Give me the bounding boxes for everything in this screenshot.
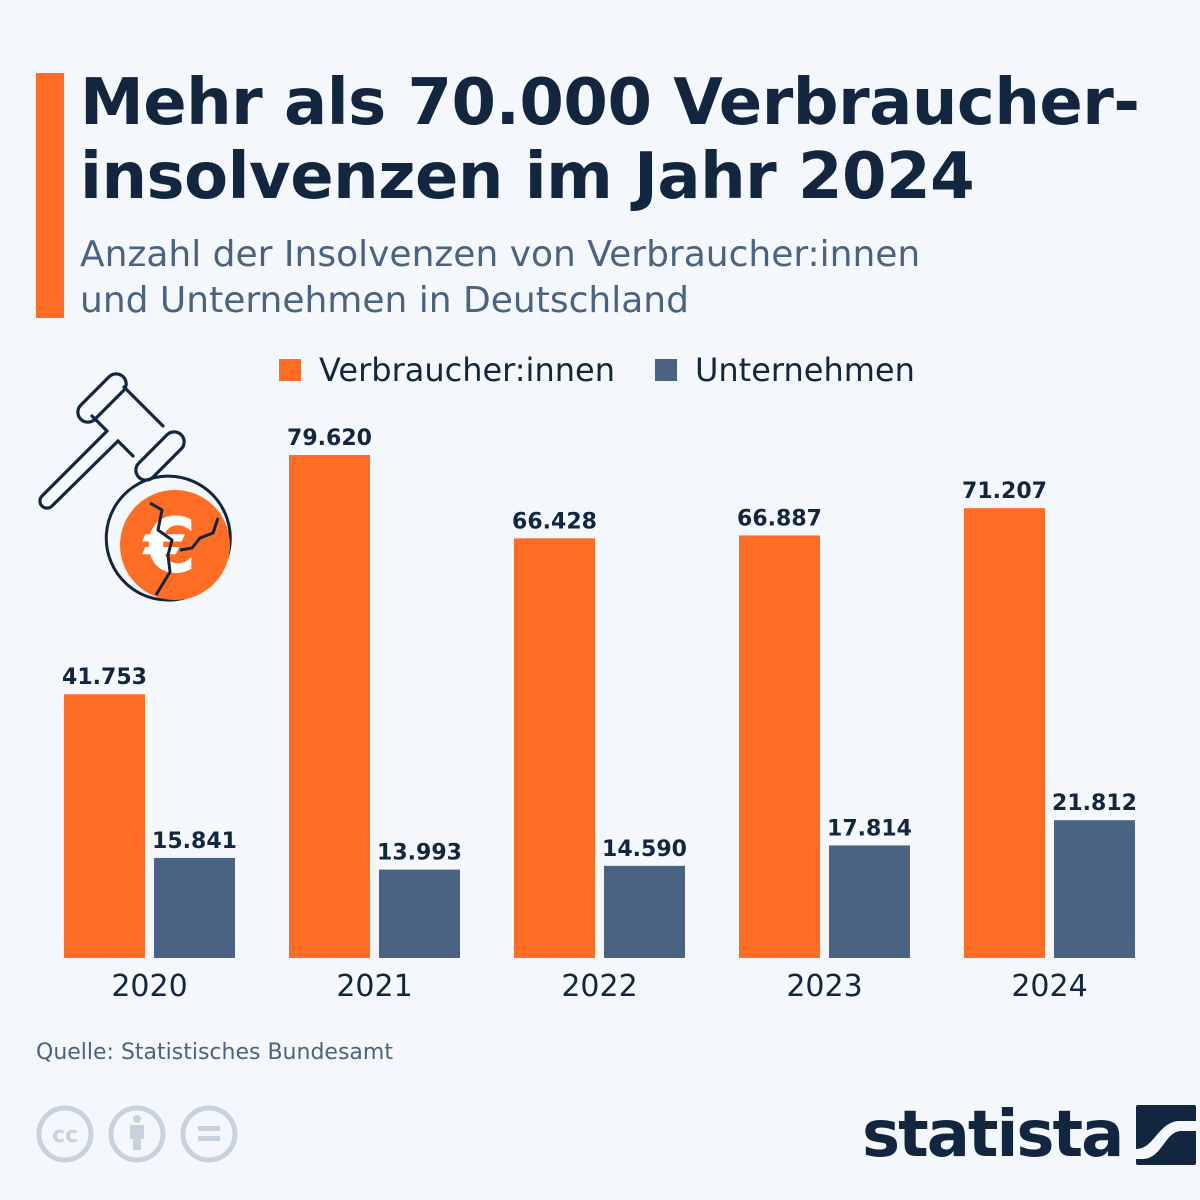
svg-text:cc: cc [52, 1123, 78, 1148]
legend-label-unternehmen: Unternehmen [694, 351, 915, 389]
source-note: Quelle: Statistisches Bundesamt [36, 1040, 393, 1065]
legend-swatch-unternehmen [654, 359, 677, 381]
bar-verbraucher-2021 [289, 455, 370, 958]
x-tick-label-2020: 2020 [111, 969, 187, 1004]
bar-verbraucher-2023 [739, 535, 820, 958]
subtitle-line-2: und Unternehmen in Deutschland [80, 280, 689, 321]
x-tick-label-2022: 2022 [561, 969, 637, 1004]
legend-item-unternehmen: Unternehmen [654, 351, 915, 389]
x-tick-label-2021: 2021 [336, 969, 412, 1004]
bar-unternehmen-2022 [604, 865, 685, 958]
bar-unternehmen-2024 [1054, 820, 1135, 958]
gavel-icon [38, 372, 186, 510]
value-label-verbraucher-2021: 79.620 [287, 426, 372, 451]
bar-verbraucher-2020 [64, 694, 145, 958]
legend-item-verbraucher: Verbraucher:innen [279, 351, 615, 389]
value-label-unternehmen-2020: 15.841 [152, 829, 237, 854]
bar-verbraucher-2024 [964, 508, 1045, 958]
broken-euro-coin-icon: € [104, 474, 232, 602]
x-tick-label-2023: 2023 [786, 969, 862, 1004]
subtitle-line-1: Anzahl der Insolvenzen von Verbraucher:i… [80, 234, 921, 275]
title-line-1: Mehr als 70.000 Verbraucher- [80, 66, 1140, 140]
no-derivatives-icon[interactable] [180, 1105, 238, 1163]
cc-icon[interactable]: cc [36, 1105, 94, 1163]
value-label-unternehmen-2024: 21.812 [1052, 791, 1137, 816]
license-icons: cc [36, 1105, 238, 1163]
value-label-unternehmen-2023: 17.814 [827, 816, 912, 841]
chart-subtitle: Anzahl der Insolvenzen von Verbraucher:i… [80, 232, 1080, 324]
statista-logo[interactable]: statista [862, 1098, 1197, 1172]
value-label-unternehmen-2022: 14.590 [602, 837, 687, 862]
illustration: € [38, 372, 232, 602]
value-label-verbraucher-2020: 41.753 [62, 665, 147, 690]
bar-unternehmen-2021 [379, 869, 460, 958]
value-label-verbraucher-2023: 66.887 [737, 506, 822, 531]
statista-logo-icon [1136, 1105, 1197, 1165]
chart-title: Mehr als 70.000 Verbraucher- insolvenzen… [80, 66, 1180, 214]
x-tick-label-2024: 2024 [1011, 969, 1087, 1004]
bar-unternehmen-2023 [829, 845, 910, 958]
legend-label-verbraucher: Verbraucher:innen [319, 351, 615, 389]
value-label-verbraucher-2024: 71.207 [962, 479, 1047, 504]
legend: Verbraucher:innen Unternehmen [279, 351, 955, 389]
value-label-unternehmen-2021: 13.993 [377, 841, 462, 866]
value-label-verbraucher-2022: 66.428 [512, 509, 597, 534]
attribution-icon[interactable] [108, 1105, 166, 1163]
title-accent-bar [36, 73, 64, 318]
bar-verbraucher-2022 [514, 538, 595, 958]
legend-swatch-verbraucher [279, 359, 301, 381]
statista-wordmark: statista [862, 1098, 1124, 1172]
bar-unternehmen-2020 [154, 857, 235, 958]
title-line-2: insolvenzen im Jahr 2024 [80, 140, 975, 214]
